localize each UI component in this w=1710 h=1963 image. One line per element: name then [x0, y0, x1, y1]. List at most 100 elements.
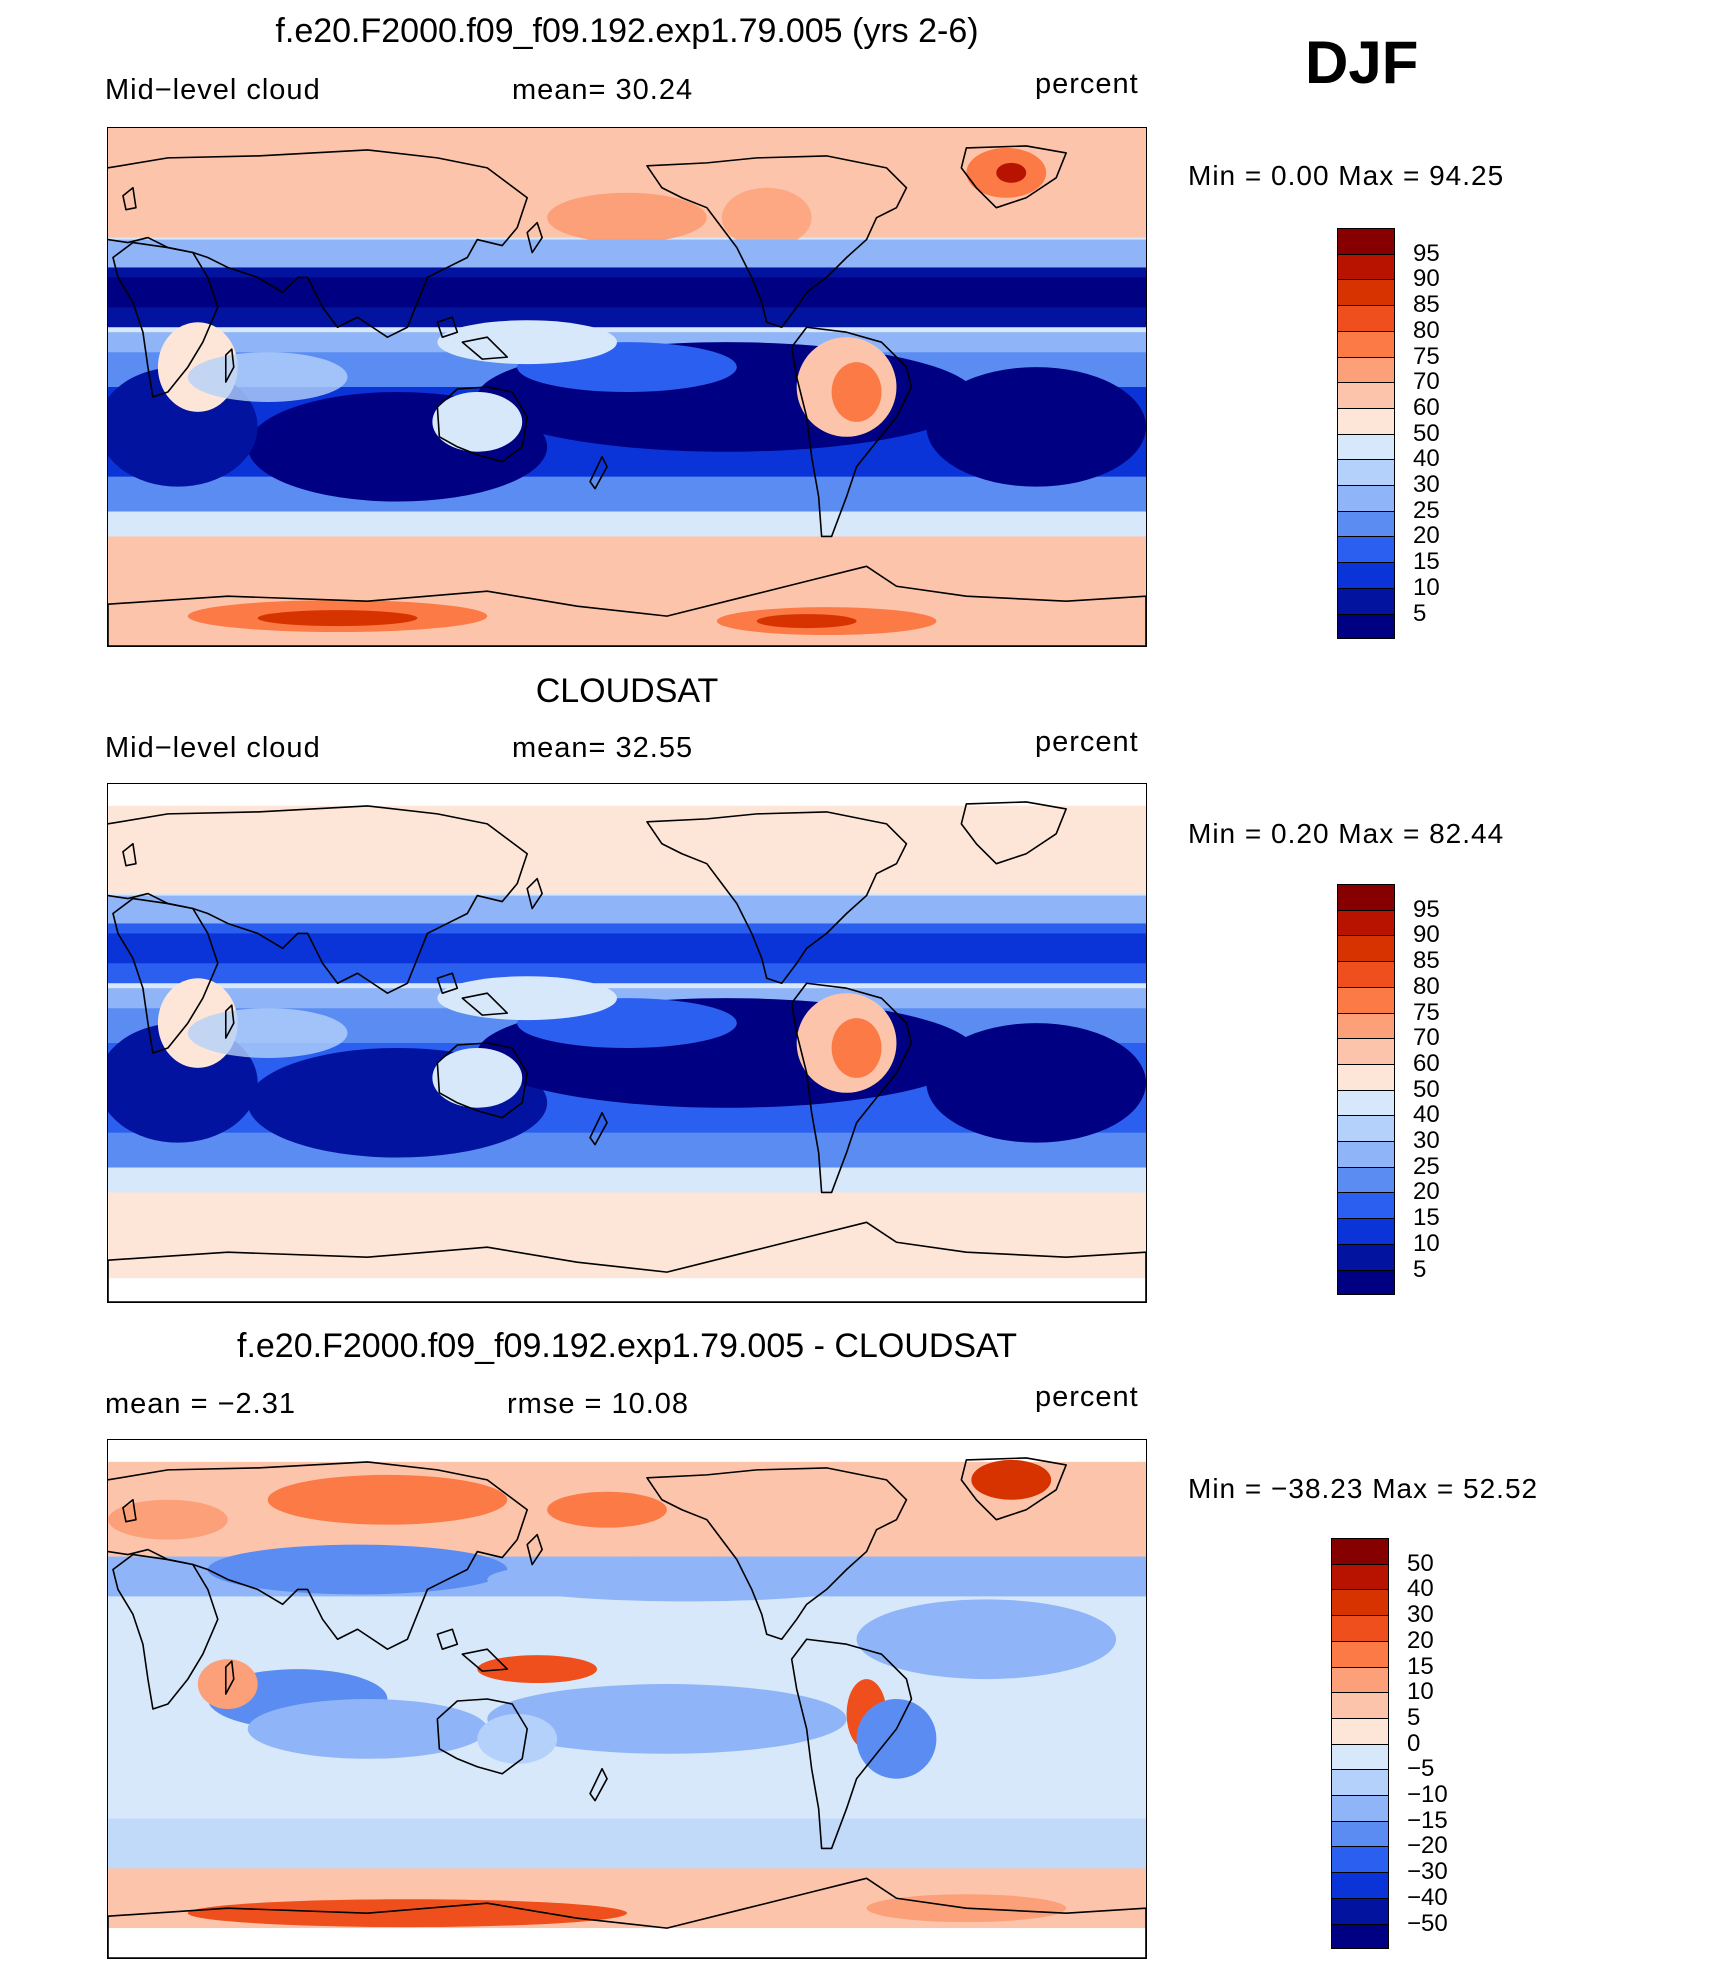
panel-1-units-label: percent [1035, 68, 1139, 100]
colorbar-box [1337, 382, 1395, 409]
panel-3-minmax: Min = −38.23 Max = 52.52 [1188, 1473, 1539, 1504]
colorbar-box [1331, 1923, 1389, 1950]
panel-3-map [107, 1439, 1147, 1959]
colorbar-box [1337, 562, 1395, 589]
colorbar-box [1337, 1243, 1395, 1270]
colorbar-box [1331, 1846, 1389, 1873]
colorbar-box [1331, 1589, 1389, 1616]
colorbar-label: −50 [1407, 1909, 1448, 1937]
colorbar-box [1337, 1012, 1395, 1039]
panel-3-units-label: percent [1035, 1381, 1139, 1413]
panel-1-map [107, 127, 1147, 647]
panel-3-rmse-label: rmse = 10.08 [507, 1388, 690, 1420]
colorbar-box [1337, 407, 1395, 435]
colorbar-label: 20 [1413, 1178, 1440, 1206]
colorbar-label: 25 [1413, 1152, 1440, 1180]
colorbar-label: −15 [1407, 1806, 1448, 1834]
panel-1-colorbar: 95 90 85 80 75 70 60 50 40 30 25 20 15 10 5 [1337, 228, 1440, 640]
colorbar-box [1331, 1897, 1389, 1924]
colorbar-label: 15 [1413, 548, 1440, 576]
colorbar-label: −20 [1407, 1832, 1448, 1860]
panel-3-title: f.e20.F2000.f09_f09.192.exp1.79.005 - CL… [237, 1327, 1017, 1365]
colorbar-box [1331, 1717, 1389, 1745]
colorbar-box [1337, 253, 1395, 280]
panel-3-mean-label: mean = −2.31 [105, 1388, 296, 1420]
colorbar-label: 75 [1413, 342, 1440, 370]
panel-2-map [107, 783, 1147, 1303]
map-field [108, 784, 1146, 1302]
panel-1-minmax: Min = 0.00 Max = 94.25 [1188, 160, 1505, 191]
colorbar-label: −30 [1407, 1858, 1448, 1886]
colorbar-label: 60 [1413, 393, 1440, 421]
colorbar-label: 90 [1413, 265, 1440, 293]
colorbar-box [1331, 1615, 1389, 1642]
colorbar-box [1337, 1141, 1395, 1168]
panel-2-minmax: Min = 0.20 Max = 82.44 [1188, 818, 1505, 849]
colorbar-label: 15 [1407, 1652, 1434, 1680]
colorbar-label: 80 [1413, 972, 1440, 1000]
colorbar-box [1337, 1192, 1395, 1219]
colorbar-box [1337, 986, 1395, 1013]
colorbar-label: 60 [1413, 1049, 1440, 1077]
colorbar-label: 80 [1413, 316, 1440, 344]
colorbar-box [1337, 305, 1395, 332]
colorbar-box [1337, 510, 1395, 537]
colorbar-label: 70 [1413, 368, 1440, 396]
colorbar-box [1337, 884, 1395, 911]
colorbar-label: 10 [1407, 1678, 1434, 1706]
colorbar-label: 20 [1413, 522, 1440, 550]
map-field [108, 1440, 1146, 1958]
colorbar-label: 90 [1413, 921, 1440, 949]
colorbar-box [1331, 1769, 1389, 1796]
colorbar-label: 30 [1407, 1601, 1434, 1629]
colorbar-label: 50 [1413, 1075, 1440, 1103]
colorbar-box [1331, 1692, 1389, 1719]
colorbar-box [1337, 433, 1395, 460]
colorbar-box [1331, 1743, 1389, 1770]
colorbar-label: 85 [1413, 291, 1440, 319]
colorbar-label: −10 [1407, 1781, 1448, 1808]
colorbar-label: 85 [1413, 947, 1440, 975]
panel-2-mean-label: mean= 32.55 [512, 732, 694, 764]
colorbar-box [1331, 1872, 1389, 1899]
colorbar-box [1337, 909, 1395, 936]
colorbar-label: 95 [1413, 895, 1440, 923]
colorbar-label: 30 [1413, 471, 1440, 498]
panel-2-colorbar: 95 90 85 80 75 70 60 50 40 30 25 20 15 10 5 [1337, 884, 1440, 1296]
colorbar-box [1331, 1666, 1389, 1693]
colorbar-box [1337, 1038, 1395, 1065]
panel-2-units-label: percent [1035, 726, 1139, 758]
colorbar-box [1337, 1269, 1395, 1296]
colorbar-box [1337, 587, 1395, 614]
colorbar-box [1337, 459, 1395, 486]
colorbar-label: 5 [1407, 1703, 1421, 1731]
colorbar-label: 50 [1407, 1549, 1434, 1577]
colorbar-label: 25 [1413, 496, 1440, 524]
colorbar-box [1337, 536, 1395, 563]
colorbar-label: 95 [1413, 239, 1440, 267]
colorbar-label: 75 [1413, 998, 1440, 1026]
colorbar-box [1337, 485, 1395, 512]
colorbar-label: −40 [1407, 1883, 1448, 1911]
panel-2-title: CLOUDSAT [535, 672, 719, 710]
colorbar-label: 10 [1413, 1229, 1440, 1257]
colorbar-box [1337, 330, 1395, 357]
colorbar-box [1337, 961, 1395, 988]
colorbar-label: 70 [1413, 1024, 1440, 1052]
colorbar-box [1337, 935, 1395, 962]
map-field [108, 128, 1146, 646]
colorbar-label: 40 [1413, 445, 1440, 473]
colorbar-box [1331, 1538, 1389, 1565]
colorbar-label: 15 [1413, 1204, 1440, 1232]
panel-1-mean-label: mean= 30.24 [512, 74, 694, 106]
colorbar-label: 20 [1407, 1626, 1434, 1654]
colorbar-label: 40 [1413, 1101, 1440, 1129]
colorbar-box [1337, 1166, 1395, 1193]
colorbar-box [1337, 1063, 1395, 1091]
colorbar-label: 5 [1413, 1255, 1427, 1283]
colorbar-box [1331, 1820, 1389, 1847]
panel-1-title: f.e20.F2000.f09_f09.192.exp1.79.005 (yrs… [275, 12, 979, 50]
colorbar-box [1337, 613, 1395, 640]
colorbar-label: 30 [1413, 1127, 1440, 1154]
panel-3-colorbar: 50 40 30 20 15 10 5 0 −5 −10 −15 −20 −30 −40 −50 [1331, 1538, 1448, 1950]
